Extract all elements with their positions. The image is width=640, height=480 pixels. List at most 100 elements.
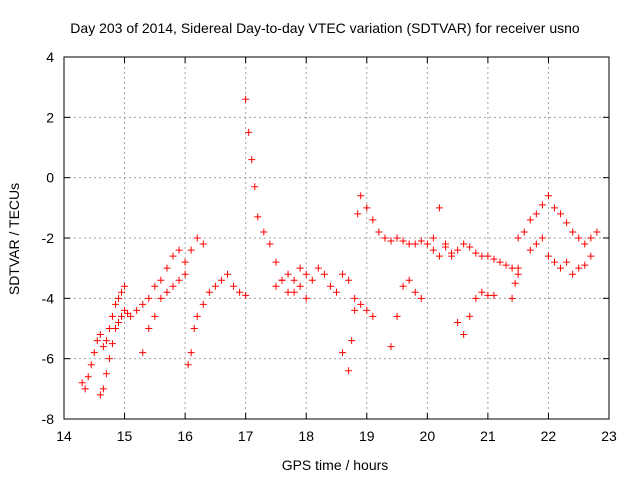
data-point <box>118 312 126 320</box>
y-tick-label: 2 <box>46 109 54 125</box>
data-point <box>557 264 565 272</box>
data-point <box>435 204 443 212</box>
data-point <box>169 282 177 290</box>
x-tick-label: 23 <box>601 428 617 444</box>
data-point <box>115 318 122 326</box>
data-point <box>569 228 577 236</box>
y-tick-label: -6 <box>42 351 55 367</box>
data-point <box>587 252 595 260</box>
data-point <box>435 252 443 260</box>
data-point <box>538 201 546 209</box>
data-point <box>163 288 171 296</box>
data-point <box>105 355 113 363</box>
data-point <box>351 294 359 302</box>
data-point <box>399 282 407 290</box>
data-point <box>260 228 268 236</box>
data-point <box>526 246 534 254</box>
data-point <box>466 243 474 251</box>
data-point <box>363 306 371 314</box>
data-point <box>163 264 171 272</box>
data-point <box>111 300 119 308</box>
data-point <box>375 228 383 236</box>
data-point <box>387 237 395 245</box>
data-point <box>99 343 107 351</box>
data-point <box>211 282 219 290</box>
data-point <box>357 300 365 308</box>
data-point <box>593 228 601 236</box>
data-point <box>199 300 207 308</box>
data-point <box>387 343 395 351</box>
data-point <box>242 291 250 299</box>
data-point <box>417 294 425 302</box>
data-point <box>266 240 274 248</box>
data-point <box>581 261 589 269</box>
data-point <box>411 288 419 296</box>
x-axis-label: GPS time / hours <box>282 457 389 473</box>
data-point <box>508 264 516 272</box>
data-point <box>514 234 522 242</box>
data-point <box>551 258 558 266</box>
data-point <box>127 312 135 320</box>
data-point <box>520 228 528 236</box>
data-point <box>454 246 462 254</box>
data-point <box>314 264 322 272</box>
data-points <box>78 95 601 399</box>
data-point <box>108 312 116 320</box>
data-point <box>490 291 498 299</box>
data-point <box>587 234 595 242</box>
x-tick-label: 16 <box>177 428 193 444</box>
data-point <box>278 276 286 284</box>
data-point <box>502 261 510 269</box>
data-point <box>339 270 347 278</box>
data-point <box>99 385 107 393</box>
data-point <box>405 240 413 248</box>
data-point <box>199 240 207 248</box>
data-point <box>251 183 259 191</box>
data-point <box>339 349 347 357</box>
data-point <box>563 258 571 266</box>
data-point <box>115 294 122 302</box>
data-point <box>333 288 340 296</box>
x-tick-labels: 14 15 16 17 18 19 20 21 22 23 <box>56 428 617 444</box>
x-tick-label: 14 <box>56 428 72 444</box>
data-point <box>78 379 86 387</box>
data-point <box>460 240 468 248</box>
x-tick-label: 19 <box>359 428 375 444</box>
data-point <box>393 234 401 242</box>
data-point <box>187 349 195 357</box>
data-point <box>181 258 189 266</box>
data-point <box>90 349 98 357</box>
data-point <box>581 240 589 248</box>
data-point <box>538 234 546 242</box>
data-point <box>145 294 153 302</box>
data-point <box>151 282 159 290</box>
x-tick-label: 20 <box>420 428 436 444</box>
data-point <box>526 216 534 224</box>
data-point <box>357 192 365 200</box>
data-point <box>157 294 165 302</box>
data-point <box>93 337 101 345</box>
data-point <box>284 270 292 278</box>
data-point <box>187 246 195 254</box>
data-point <box>224 270 231 278</box>
data-point <box>108 340 116 348</box>
data-point <box>544 192 552 200</box>
data-point <box>363 204 371 212</box>
data-point <box>429 234 437 242</box>
data-point <box>81 385 89 393</box>
data-point <box>544 252 552 260</box>
y-axis-label: SDTVAR / TECUs <box>6 183 22 295</box>
data-point <box>484 291 492 299</box>
x-tick-label: 18 <box>298 428 314 444</box>
data-point <box>511 279 519 287</box>
data-point <box>460 331 468 339</box>
data-point <box>393 312 401 320</box>
x-tick-label: 21 <box>480 428 496 444</box>
data-point <box>139 300 147 308</box>
data-point <box>448 252 456 260</box>
data-point <box>242 95 250 103</box>
data-point <box>405 276 413 284</box>
y-tick-labels: -8 -6 -4 -2 0 2 4 <box>42 49 55 427</box>
chart-title: Day 203 of 2014, Sidereal Day-to-day VTE… <box>70 20 580 36</box>
data-point <box>145 325 153 332</box>
